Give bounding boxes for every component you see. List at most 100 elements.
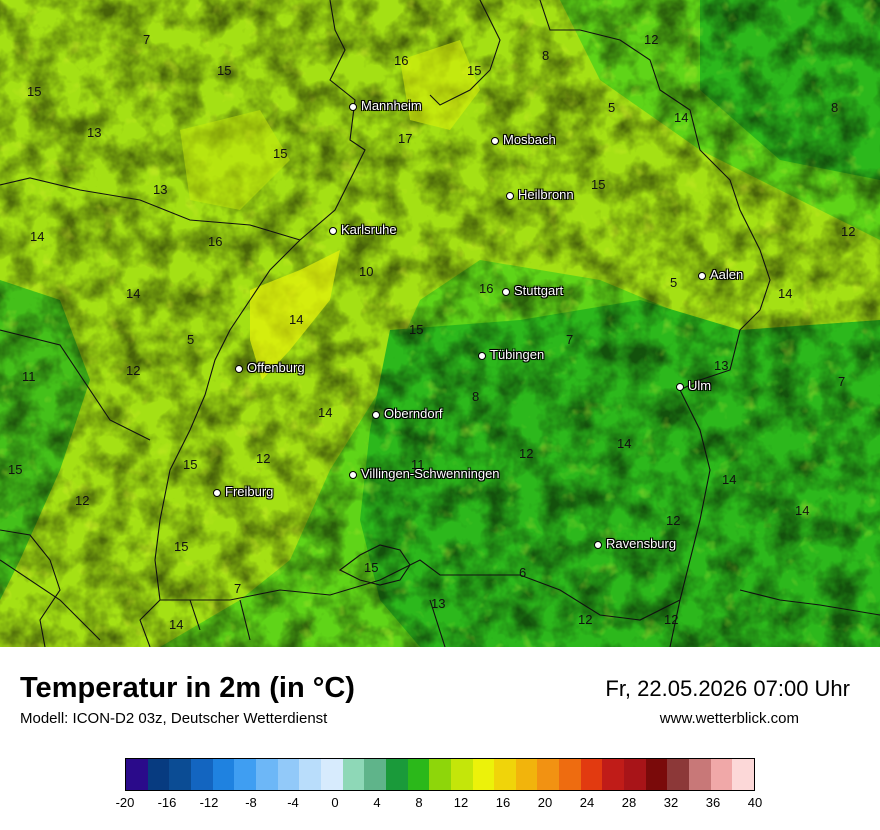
city-mannheim[interactable]: Mannheim [349,97,422,115]
temp-label: 12 [666,513,681,528]
temp-label: 7 [234,581,242,596]
legend-tick-label: 28 [621,795,637,810]
legend-swatch [494,759,516,790]
legend-swatch [537,759,560,790]
model-info: Modell: ICON-D2 03z, Deutscher Wetterdie… [20,710,328,727]
legend-swatch [299,759,321,790]
temp-label: 14 [169,617,184,632]
temp-label: 14 [617,436,632,451]
legend-swatch [515,759,538,790]
city-villingen-schwenningen[interactable]: Villingen-Schwenningen [349,465,500,483]
legend-swatch [580,759,603,790]
city-label: Tübingen [490,347,545,362]
state-borders [0,0,880,647]
temp-label: 17 [398,131,413,146]
forecast-datetime: Fr, 22.05.2026 07:00 Uhr [605,676,850,701]
legend-swatch [277,759,300,790]
legend-tick-label: -16 [157,795,177,810]
legend-swatch [645,759,668,790]
temp-label: 5 [670,275,678,290]
temp-label: 15 [409,322,424,337]
legend-swatch [320,759,343,790]
temp-label: 16 [394,53,409,68]
city-label: Aalen [710,267,744,282]
temp-label: 7 [838,374,846,389]
legend-swatch [624,759,646,790]
temp-label: 8 [831,100,839,115]
city-label: Villingen-Schwenningen [361,466,500,481]
temp-label: 13 [153,182,168,197]
temp-label: 16 [208,234,223,249]
temp-label: 12 [578,612,593,627]
city-marker [213,488,221,497]
legend-swatch [732,759,755,790]
legend-tick-label: -12 [199,795,219,810]
city-ulm[interactable]: Ulm [676,377,711,395]
temp-label: 7 [143,32,151,47]
legend-tick-label: -20 [115,795,135,810]
temp-label: 12 [644,32,659,47]
city-label: Stuttgart [514,283,564,298]
temp-label: 8 [542,48,550,63]
city-label: Oberndorf [384,406,443,421]
city-label: Mannheim [361,98,422,113]
city-mosbach[interactable]: Mosbach [491,131,556,149]
city-oberndorf[interactable]: Oberndorf [372,405,443,423]
legend-tick-label: 12 [453,795,469,810]
temp-label: 12 [256,451,271,466]
temp-label: 5 [608,100,616,115]
city-ravensburg[interactable]: Ravensburg [594,535,676,553]
legend-swatch [667,759,690,790]
city-freiburg[interactable]: Freiburg [213,483,273,501]
city-offenburg[interactable]: Offenburg [235,359,305,377]
city-marker [372,410,380,419]
color-legend [125,758,755,791]
legend-tick-label: 16 [495,795,511,810]
temp-label: 15 [174,539,189,554]
temp-label: 15 [273,146,288,161]
temp-label: 15 [27,84,42,99]
city-karlsruhe[interactable]: Karlsruhe [329,221,397,239]
legend-tick-label: 0 [331,795,339,810]
temp-label: 12 [126,363,141,378]
legend-tick-label: 36 [705,795,721,810]
city-marker [506,191,514,200]
temperature-map[interactable]: 7 15 16 15 8 12 15 13 5 15 17 14 8 15 13… [0,0,880,647]
temp-label: 13 [431,596,446,611]
city-marker [698,271,706,280]
city-aalen[interactable]: Aalen [698,266,743,284]
city-marker [235,364,243,373]
legend-tick-label: 8 [415,795,423,810]
map-title: Temperatur in 2m (in °C) [20,672,355,704]
legend-swatch [472,759,495,790]
temp-label: 14 [795,503,810,518]
temp-label: 15 [8,462,23,477]
city-marker [594,540,602,549]
temp-label: 12 [841,224,856,239]
city-label: Heilbronn [518,187,574,202]
temp-label: 10 [359,264,374,279]
city-marker [491,136,499,145]
legend-tick-label: 32 [663,795,679,810]
city-label: Ulm [688,378,712,393]
city-stuttgart[interactable]: Stuttgart [502,282,563,300]
city-marker [502,287,510,296]
temp-label: 14 [318,405,333,420]
city-tuebingen[interactable]: Tübingen [478,346,544,364]
legend-swatch [342,759,365,790]
temp-label: 14 [722,472,737,487]
legend-swatch [255,759,278,790]
legend-swatch [385,759,408,790]
temp-label: 12 [664,612,679,627]
city-marker [349,102,357,111]
temperature-field [0,0,880,647]
city-label: Mosbach [503,132,556,147]
legend-swatch [190,759,213,790]
temp-label: 8 [472,389,480,404]
city-marker [349,470,357,479]
website-link[interactable]: www.wetterblick.com [659,710,799,727]
city-marker [478,351,486,360]
temp-label: 14 [126,286,141,301]
temp-label: 13 [714,358,729,373]
city-heilbronn[interactable]: Heilbronn [506,186,574,204]
